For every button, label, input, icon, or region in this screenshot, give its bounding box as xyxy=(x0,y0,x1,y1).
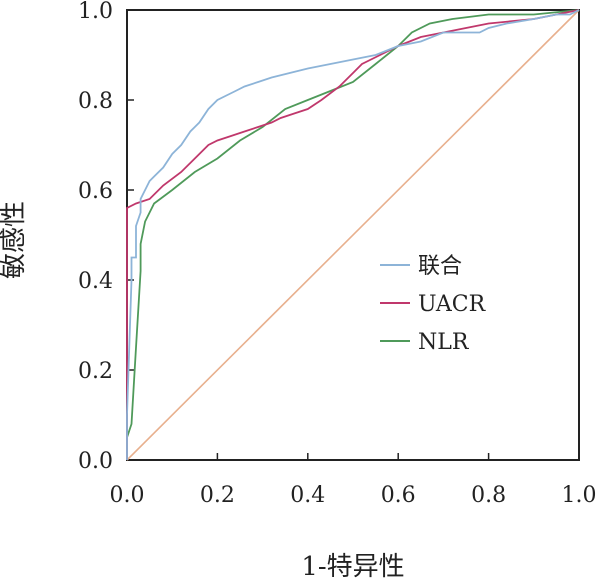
x-tick-label: 0.4 xyxy=(290,483,325,508)
legend-label-nlr: NLR xyxy=(418,330,470,355)
y-axis-title: 敏感性 xyxy=(0,201,29,279)
x-axis-title: 1-特异性 xyxy=(301,552,404,582)
series-line-combined xyxy=(126,9,580,460)
series-line-uacr xyxy=(126,9,580,460)
y-tick-label: 0.0 xyxy=(78,449,113,474)
y-tick-label: 0.2 xyxy=(78,359,113,384)
series-line-nlr xyxy=(126,9,580,438)
axis-ticks: 0.0 0.2 0.4 0.6 0.8 1.0 0.0 0.2 0.4 0.6 0.8 1.0 xyxy=(78,0,597,508)
legend-label-uacr: UACR xyxy=(418,292,487,317)
x-tick-label: 0.8 xyxy=(471,483,506,508)
x-tick-label: 0.6 xyxy=(381,483,416,508)
y-tick-label: 0.6 xyxy=(78,179,113,204)
series-lines xyxy=(126,9,580,461)
y-tick-label: 0.8 xyxy=(78,89,113,114)
x-tick-label: 1.0 xyxy=(562,483,597,508)
reference-diagonal xyxy=(126,9,580,461)
x-tick-label: 0.0 xyxy=(110,483,145,508)
x-tick-label: 0.2 xyxy=(200,483,235,508)
y-tick-label: 0.4 xyxy=(78,269,113,294)
legend: 联合 UACR NLR xyxy=(380,254,487,355)
y-tick-label: 1.0 xyxy=(78,0,113,24)
legend-label-combined: 联合 xyxy=(418,254,462,279)
